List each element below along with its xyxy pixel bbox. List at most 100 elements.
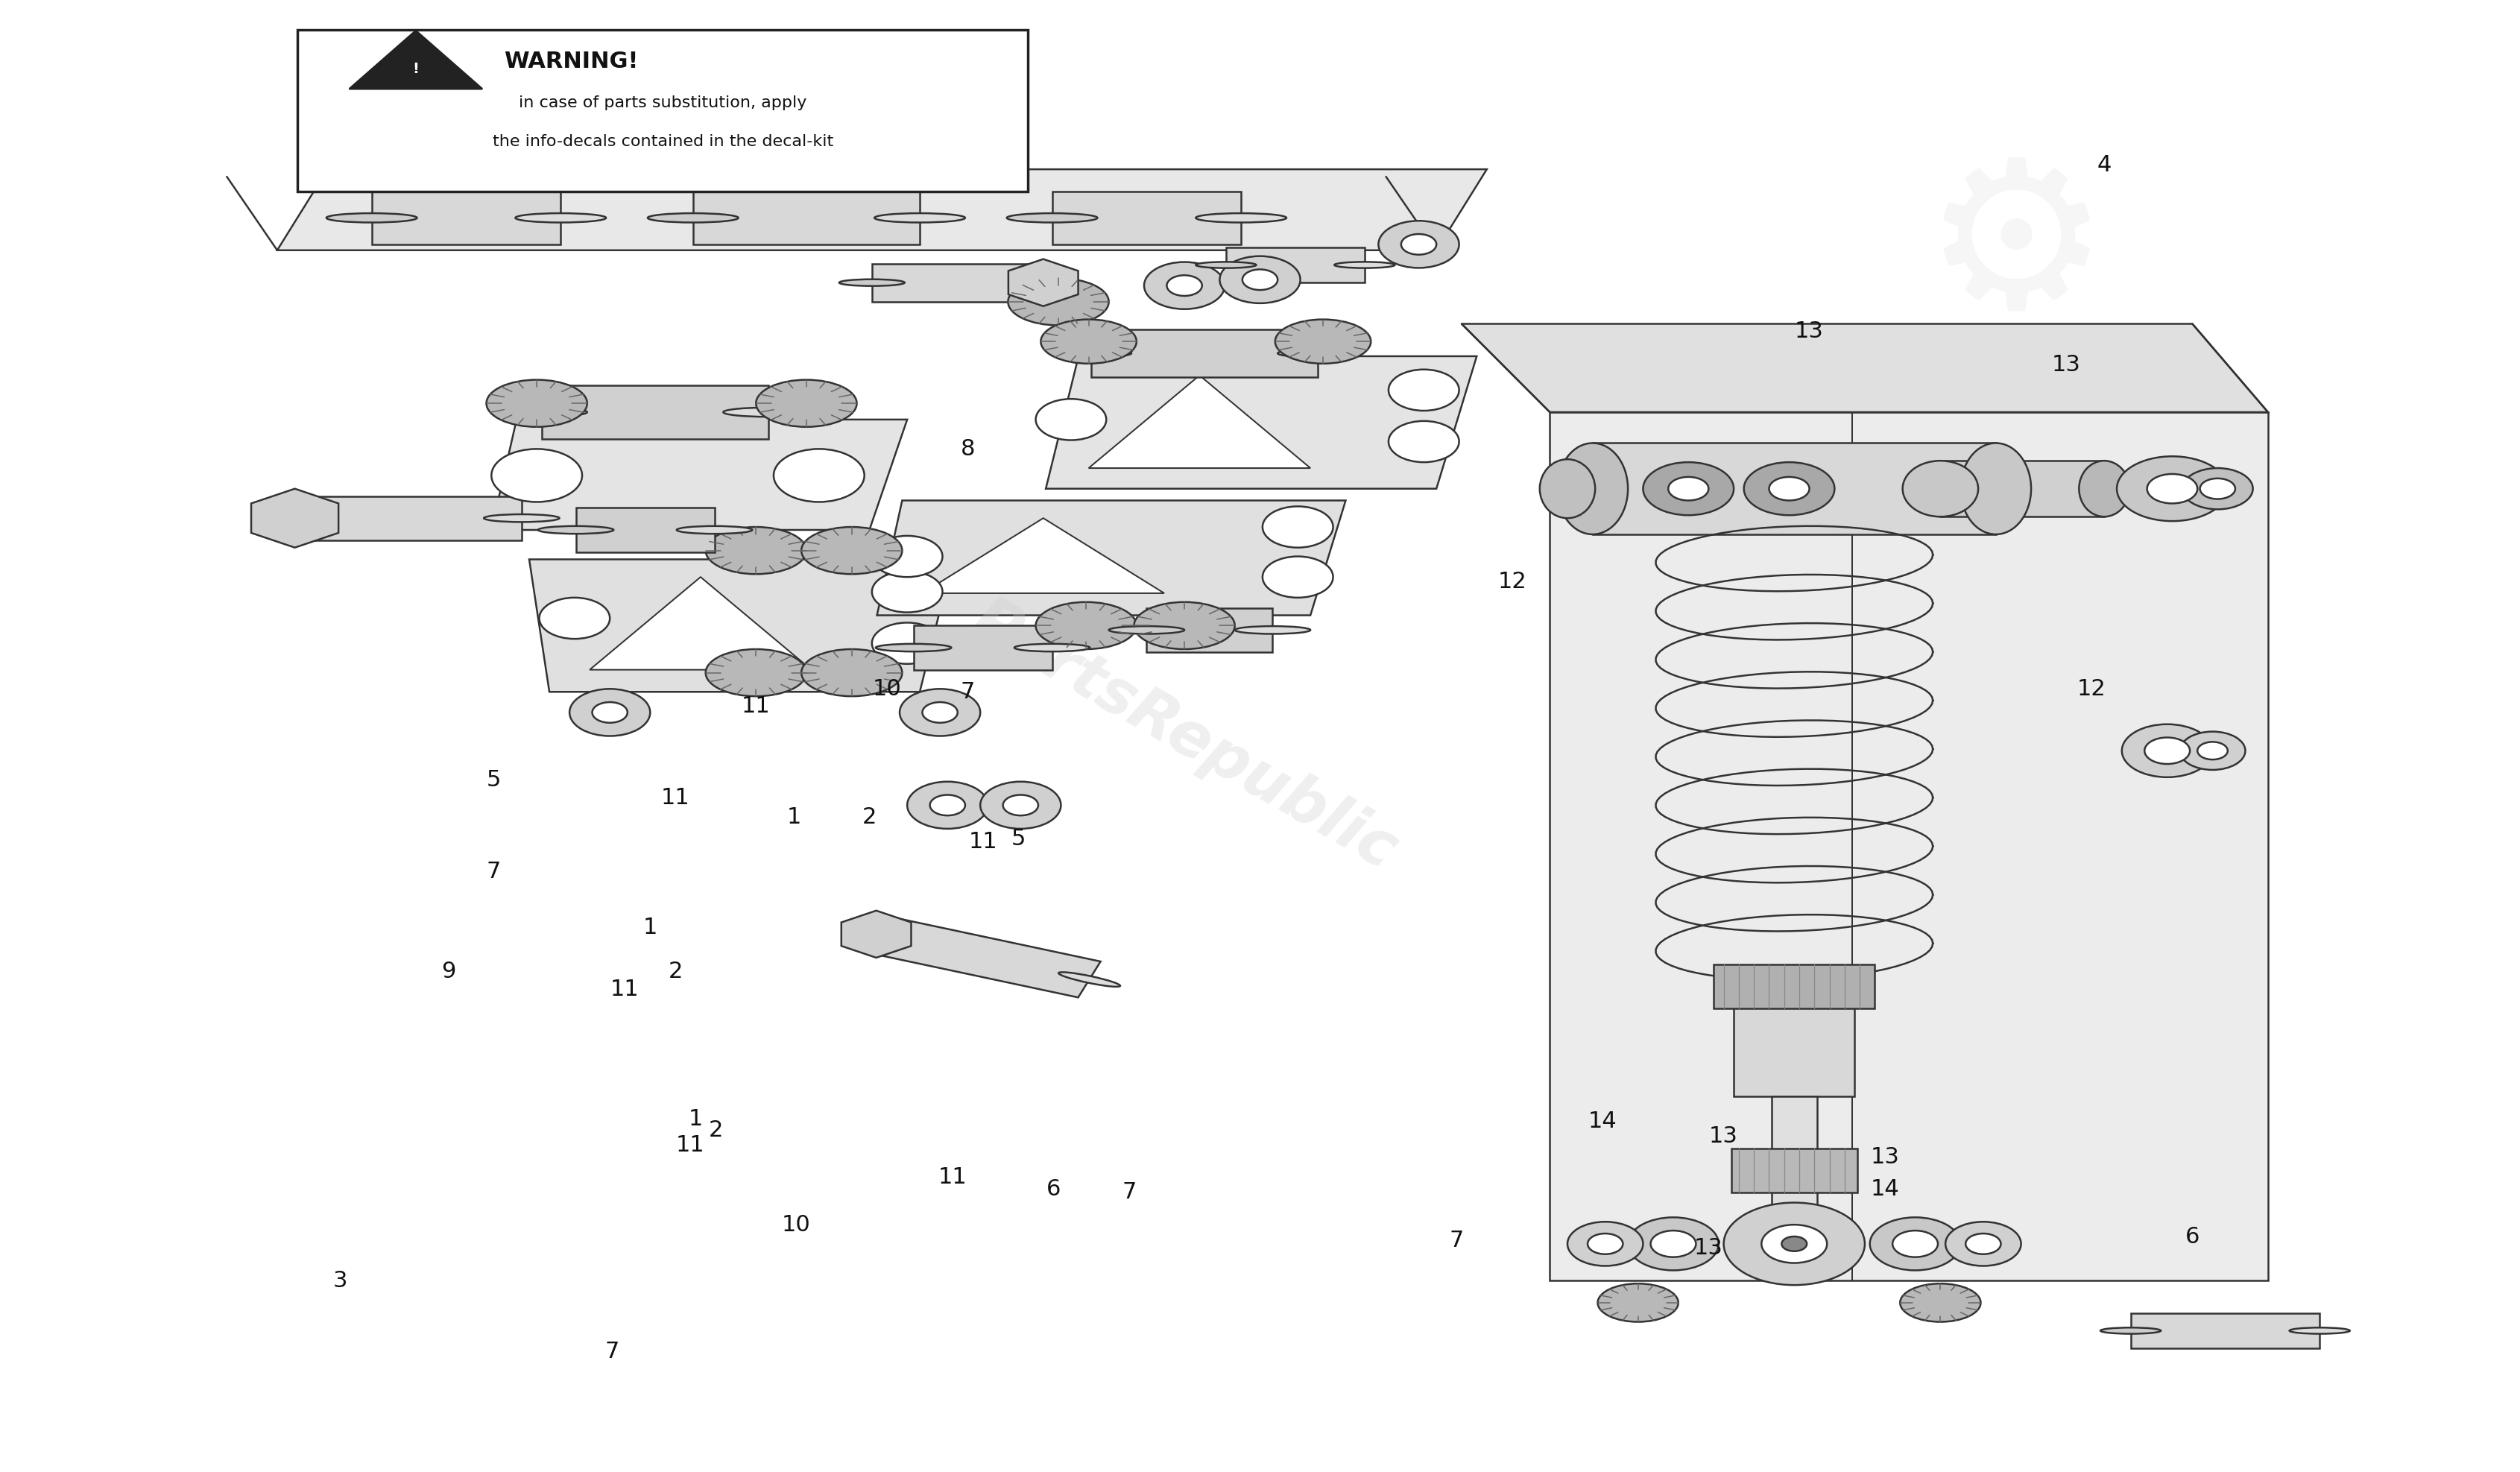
Ellipse shape	[484, 514, 559, 523]
Ellipse shape	[801, 649, 902, 696]
Circle shape	[2117, 456, 2228, 521]
Circle shape	[1870, 1217, 1961, 1270]
Text: 14: 14	[1870, 1179, 1900, 1200]
Ellipse shape	[675, 526, 753, 534]
Text: 2: 2	[708, 1120, 723, 1141]
Circle shape	[1769, 477, 1809, 500]
Ellipse shape	[517, 213, 607, 222]
Circle shape	[2145, 737, 2190, 764]
Circle shape	[2147, 474, 2197, 503]
Polygon shape	[1225, 247, 1366, 283]
Bar	[1593, 443, 1996, 534]
Ellipse shape	[874, 213, 965, 222]
Text: 12: 12	[1497, 571, 1527, 592]
Ellipse shape	[486, 380, 587, 427]
Circle shape	[930, 795, 965, 815]
Circle shape	[1668, 477, 1709, 500]
Circle shape	[1782, 1236, 1807, 1251]
Ellipse shape	[1058, 972, 1121, 986]
Polygon shape	[1008, 259, 1079, 306]
Bar	[1714, 964, 1875, 1008]
Text: 10: 10	[781, 1214, 811, 1235]
Text: ⚙: ⚙	[1923, 150, 2109, 350]
Circle shape	[1651, 1231, 1696, 1257]
Polygon shape	[1147, 608, 1273, 652]
Circle shape	[1220, 256, 1300, 303]
Ellipse shape	[1008, 213, 1099, 222]
Ellipse shape	[496, 408, 587, 417]
Circle shape	[907, 782, 988, 829]
Text: 13: 13	[1709, 1126, 1739, 1147]
Ellipse shape	[537, 526, 615, 534]
Text: 13: 13	[2051, 355, 2082, 375]
Text: 6: 6	[1046, 1179, 1061, 1200]
Text: 14: 14	[1588, 1111, 1618, 1132]
Ellipse shape	[1278, 349, 1358, 358]
Circle shape	[580, 107, 615, 128]
Circle shape	[1567, 1222, 1643, 1266]
Ellipse shape	[257, 514, 333, 523]
Text: 7: 7	[1449, 1231, 1464, 1251]
Ellipse shape	[1041, 319, 1137, 364]
Polygon shape	[590, 577, 811, 670]
Ellipse shape	[1051, 349, 1131, 358]
Circle shape	[2200, 478, 2235, 499]
Polygon shape	[922, 518, 1164, 593]
Circle shape	[922, 702, 958, 723]
Polygon shape	[842, 911, 912, 958]
Circle shape	[1744, 462, 1835, 515]
Circle shape	[1378, 221, 1459, 268]
Polygon shape	[350, 31, 481, 88]
Text: 11: 11	[937, 1167, 968, 1188]
Ellipse shape	[2079, 461, 2129, 517]
Text: PartsRepublic: PartsRepublic	[960, 590, 1409, 882]
Ellipse shape	[839, 280, 905, 286]
Circle shape	[774, 449, 864, 502]
Ellipse shape	[1194, 213, 1285, 222]
Text: 8: 8	[960, 439, 975, 459]
Polygon shape	[1053, 191, 1240, 244]
Polygon shape	[252, 489, 338, 548]
Circle shape	[1628, 1217, 1719, 1270]
Text: 7: 7	[960, 682, 975, 702]
Ellipse shape	[706, 649, 806, 696]
Text: 6: 6	[2185, 1226, 2200, 1247]
Circle shape	[570, 689, 650, 736]
Polygon shape	[877, 500, 1346, 615]
Ellipse shape	[1598, 1284, 1678, 1322]
Circle shape	[900, 689, 980, 736]
Ellipse shape	[877, 643, 950, 652]
Text: 4: 4	[2097, 155, 2112, 175]
Text: 7: 7	[605, 1341, 620, 1362]
Polygon shape	[1462, 324, 2268, 412]
Ellipse shape	[1275, 319, 1371, 364]
Polygon shape	[575, 508, 716, 552]
Text: WARNING!: WARNING!	[504, 52, 638, 72]
Circle shape	[539, 598, 610, 639]
Circle shape	[557, 94, 638, 141]
Circle shape	[2182, 468, 2253, 509]
Polygon shape	[529, 559, 953, 692]
Text: in case of parts substitution, apply: in case of parts substitution, apply	[519, 96, 806, 110]
Circle shape	[1167, 275, 1202, 296]
Text: 11: 11	[741, 696, 771, 717]
Ellipse shape	[1235, 626, 1310, 634]
Circle shape	[658, 107, 693, 128]
Circle shape	[980, 782, 1061, 829]
Text: 1: 1	[643, 917, 658, 938]
Text: the info-decals contained in the decal-kit: the info-decals contained in the decal-k…	[491, 134, 834, 149]
Circle shape	[1389, 421, 1459, 462]
Bar	[1734, 972, 1855, 1097]
Text: 9: 9	[441, 961, 456, 982]
Polygon shape	[491, 420, 907, 530]
Text: 13: 13	[1870, 1147, 1900, 1167]
Polygon shape	[1091, 330, 1318, 377]
Circle shape	[1761, 1225, 1827, 1263]
Polygon shape	[1550, 412, 2268, 1281]
Text: 11: 11	[968, 832, 998, 852]
Text: 1: 1	[688, 1108, 703, 1129]
Circle shape	[872, 536, 942, 577]
Circle shape	[1144, 262, 1225, 309]
Ellipse shape	[1134, 602, 1235, 649]
Ellipse shape	[328, 213, 418, 222]
